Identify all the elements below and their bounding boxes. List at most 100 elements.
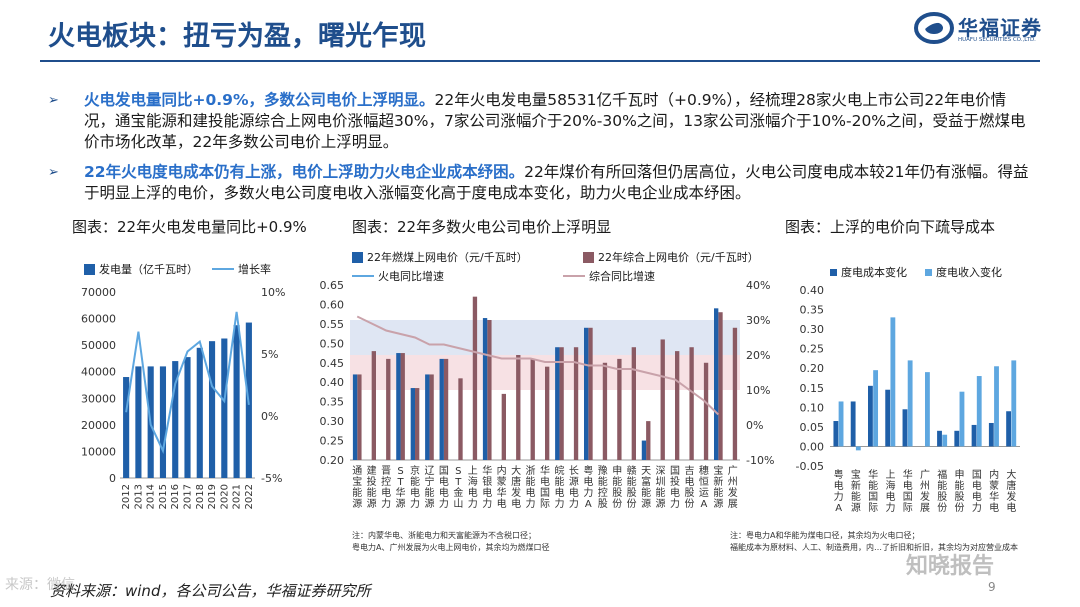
chart3-caption: 图表：上浮的电价向下疏导成本 <box>785 218 996 236</box>
bar-composite <box>516 355 521 460</box>
bullet-2-text: 22年煤价有所回落但仍居高位，火电公司度电成本较21年仍有涨幅。得益于明显上浮的… <box>84 163 1029 202</box>
bar-revenue <box>994 366 999 447</box>
x-tick-label: 内蒙华电 <box>989 468 999 514</box>
bar-revenue <box>890 317 896 447</box>
bullet-1: ➢ 火电发电量同比+0.9%，多数公司电价上浮明显。22年火电发电量58531亿… <box>48 90 1033 153</box>
y2-tick-label: 10% <box>746 384 770 397</box>
x-tick-label: 国电电力 <box>439 465 449 510</box>
y-tick-label: 70000 <box>81 286 116 299</box>
x-tick-label: 上海电力 <box>468 465 478 510</box>
legend-label: 22年燃煤上网电价（元/千瓦时） <box>367 251 528 264</box>
y-tick-label: 0.50 <box>320 337 345 350</box>
bar-composite <box>545 366 550 460</box>
composite-growth-line <box>356 315 720 416</box>
legend-swatch <box>583 251 594 263</box>
watermark: 知晓报告 <box>906 554 995 579</box>
x-tick-label: 2017 <box>183 484 194 509</box>
y2-tick-label: -5% <box>261 472 282 485</box>
x-tick-label: 2018 <box>195 484 206 509</box>
y-tick-label: 50000 <box>81 339 116 352</box>
bullet-1-highlight: 火电发电量同比+0.9%，多数公司电价上浮明显。 <box>84 91 435 109</box>
y-tick-label: 10000 <box>81 445 116 458</box>
bar-composite <box>357 374 362 460</box>
legend-label: 增长率 <box>238 263 271 276</box>
page-title: 火电板块：扭亏为盈，曙光乍现 <box>48 21 426 52</box>
x-tick-label: 天富能源 <box>641 466 651 510</box>
y-tick-label: 0.45 <box>320 357 345 370</box>
bar-composite <box>443 358 449 460</box>
x-tick-label: 华能国际 <box>868 468 878 514</box>
legend-swatch <box>84 263 95 275</box>
bar-composite <box>675 351 680 460</box>
note-line: 粤电力A、广州发展为火电上网电价，其余均为燃煤口径 <box>352 543 550 552</box>
bar-revenue <box>976 376 982 447</box>
x-tick-label: 2012 <box>121 484 132 509</box>
bar-revenue <box>1011 360 1017 447</box>
bar-composite <box>400 353 405 460</box>
y-tick-label: 0.25 <box>320 435 345 448</box>
title-divider <box>40 60 1040 62</box>
watermark-corner: 来源：微信 <box>5 577 75 593</box>
bar <box>233 325 240 478</box>
legend-label: 综合同比增速 <box>589 270 655 283</box>
legend-swatch <box>830 268 837 276</box>
bar-composite <box>718 312 723 460</box>
y-tick-label: 0.40 <box>800 284 825 297</box>
bar-composite <box>631 347 636 460</box>
x-tick-label: 申能股份 <box>612 464 622 510</box>
bar-composite <box>703 362 709 460</box>
legend-label: 度电收入变化 <box>936 266 1002 279</box>
y-tick-label: 0.35 <box>320 396 345 409</box>
x-tick-label: 长源电力 <box>569 465 579 510</box>
y-tick-label: 0.55 <box>320 318 345 331</box>
x-tick-label: 国电电力 <box>972 469 982 514</box>
y-tick-label: 0.10 <box>800 401 825 414</box>
bar-composite <box>487 320 492 460</box>
bar-composite <box>732 327 738 460</box>
x-tick-label: 建投能源 <box>367 464 377 510</box>
y-tick-label: 0.65 <box>320 280 345 292</box>
y-tick-label: 0.30 <box>800 323 825 336</box>
chart3-svg: -0.05 0.00 0.05 0.10 0.15 0.20 0.25 0.30 0.35 0.4… <box>796 284 1020 514</box>
chart3-note: 注：粤电力A和华能为煤电口径，其余均为火电口径； 福能成本为原材料、人工、制造费… <box>730 530 1018 554</box>
chart2-caption: 图表：22年多数火电公司电价上浮明显 <box>352 218 612 236</box>
x-tick-label: 福能股份 <box>937 468 947 514</box>
bar-revenue <box>838 401 844 447</box>
legend-label: 发电量（亿千瓦时） <box>99 263 198 276</box>
bar <box>135 366 142 478</box>
bar-composite <box>386 358 391 460</box>
bar-coal <box>425 374 430 460</box>
bar-coal <box>410 388 415 460</box>
bar <box>159 366 167 478</box>
y2-tick-label: 0% <box>261 410 278 423</box>
legend-swatch <box>925 268 932 276</box>
bar-composite <box>530 358 535 460</box>
y2-tick-label: 20% <box>746 349 770 362</box>
x-tick-label: 浙能电力 <box>526 465 536 510</box>
bar-revenue <box>907 360 913 447</box>
x-tick-label: 宝新能源 <box>851 468 861 514</box>
chart1-caption: 图表：22年火电发电量同比+0.9% <box>72 218 307 236</box>
y-tick-label: 0.20 <box>320 454 345 467</box>
x-tick-label: S T 华源 <box>396 466 406 510</box>
logo-text: 华福证券 <box>958 16 1042 40</box>
y-tick-label: 0.60 <box>320 298 345 311</box>
y-tick-label: -0.05 <box>796 460 824 473</box>
bar-composite <box>559 347 564 460</box>
x-tick-label: 辽宁能源 <box>424 465 434 510</box>
x-tick-label: 广州发展 <box>728 465 738 510</box>
x-tick-label: 粤电力 A <box>583 464 593 510</box>
y-tick-label: 0.25 <box>800 343 825 356</box>
x-tick-label: 华银电力 <box>482 464 492 510</box>
x-tick-label: 赣能股份 <box>627 464 637 510</box>
bar-coal <box>352 374 358 460</box>
note-line: 福能成本为原材料、人工、制造费用，内…了折旧和折旧，其余均为对应营业成本 <box>730 543 1018 552</box>
x-tick-label: 2013 <box>133 484 144 509</box>
bar <box>196 347 203 478</box>
legend-line <box>563 275 585 277</box>
x-tick-label: 2020 <box>219 484 230 509</box>
x-tick-label: 粤电力 A <box>834 468 844 514</box>
legend-line <box>212 268 234 270</box>
x-tick-label: 豫能控股 <box>598 464 608 510</box>
y-tick-label: 0.05 <box>800 421 825 434</box>
